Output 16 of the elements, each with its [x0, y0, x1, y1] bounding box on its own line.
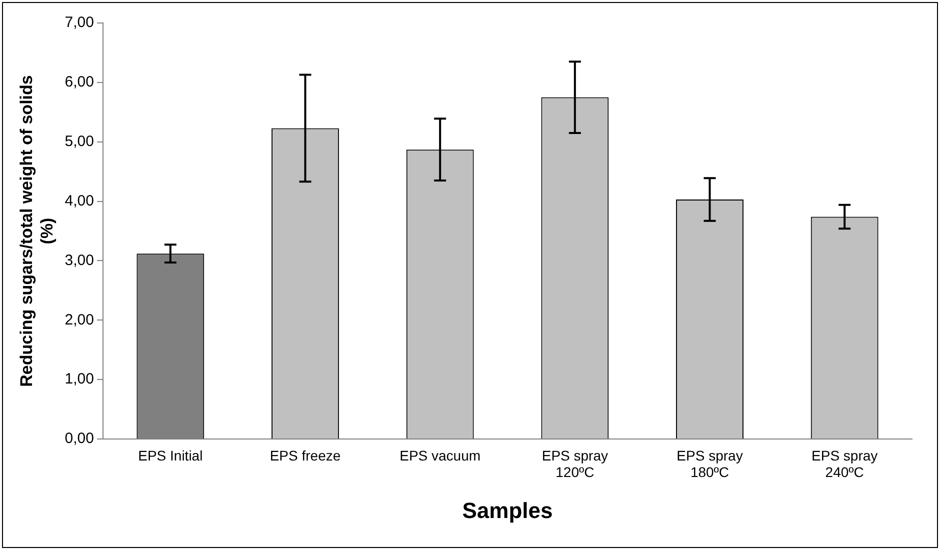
y-tick-label: 7,00 [64, 14, 94, 32]
y-axis-title: Reducing sugars/total weight of solids (%) [16, 75, 56, 387]
y-tick-label: 3,00 [64, 252, 94, 269]
x-tick-label: EPS spray 180ºC [676, 447, 743, 480]
x-tick-label: EPS vacuum [400, 447, 481, 464]
y-tick-label: 1,00 [64, 370, 94, 388]
y-tick-label: 0,00 [64, 430, 94, 448]
x-axis-title: Samples [462, 498, 553, 523]
y-tick-label: 2,00 [64, 311, 94, 328]
x-tick-label: EPS freeze [270, 447, 341, 464]
x-tick-label: EPS spray 120ºC [542, 447, 608, 480]
y-tick-label: 6,00 [64, 74, 94, 91]
x-tick-label: EPS Initial [138, 447, 203, 464]
y-tick-label: 5,00 [64, 133, 94, 150]
x-tick-label: EPS spray 240ºC [812, 447, 878, 480]
y-tick-label: 4,00 [64, 192, 94, 210]
